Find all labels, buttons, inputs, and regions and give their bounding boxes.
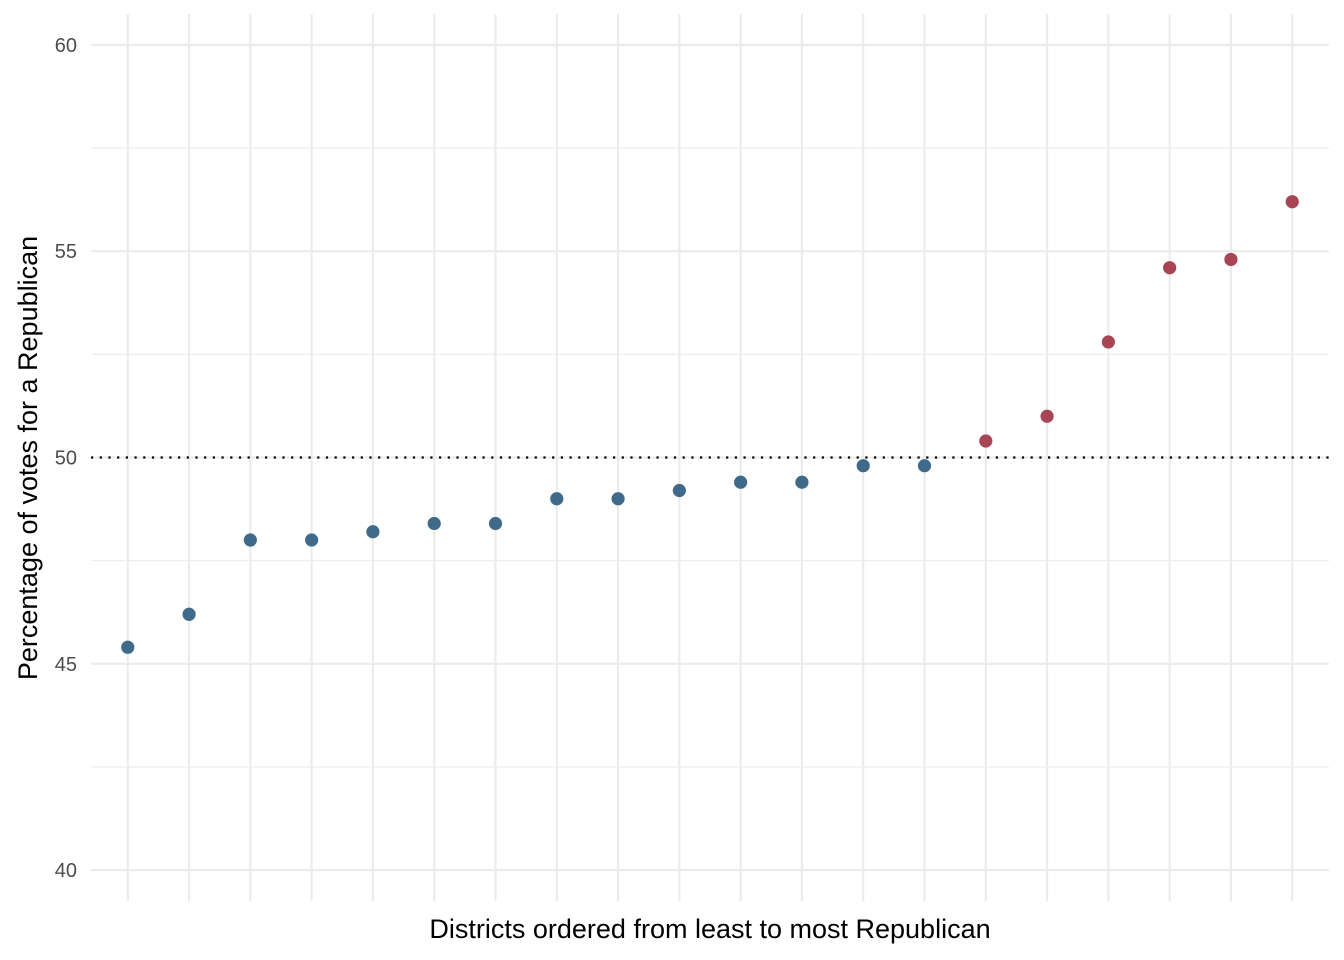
data-point-16 <box>1040 409 1054 423</box>
data-point-14 <box>917 459 932 473</box>
grid <box>91 14 1329 901</box>
y-tick-label-4: 60 <box>55 35 77 57</box>
y-axis-ticks: 40 45 50 55 60 <box>55 35 77 882</box>
y-tick-label-3: 55 <box>55 241 77 263</box>
data-point-7 <box>488 516 503 531</box>
data-point-9 <box>611 492 625 506</box>
y-tick-label-0: 40 <box>55 860 77 882</box>
data-point-8 <box>550 492 564 506</box>
x-axis-title: Districts ordered from least to most Rep… <box>429 914 990 944</box>
data-point-3 <box>243 533 257 547</box>
data-point-2 <box>182 607 196 621</box>
y-tick-label-2: 50 <box>55 448 77 470</box>
data-point-20 <box>1285 195 1299 209</box>
data-points <box>121 195 1299 654</box>
data-point-4 <box>305 533 319 547</box>
data-point-13 <box>856 459 870 473</box>
data-point-1 <box>121 640 135 654</box>
y-axis-title: Percentage of votes for a Republican <box>13 236 43 680</box>
data-point-15 <box>979 434 993 448</box>
data-point-12 <box>795 475 809 489</box>
data-point-11 <box>734 475 748 489</box>
data-point-17 <box>1101 335 1115 349</box>
data-point-10 <box>672 483 686 498</box>
data-point-6 <box>427 516 441 531</box>
data-point-18 <box>1163 261 1177 275</box>
y-tick-label-1: 45 <box>55 654 77 676</box>
data-point-19 <box>1224 252 1238 267</box>
data-point-5 <box>366 525 380 539</box>
